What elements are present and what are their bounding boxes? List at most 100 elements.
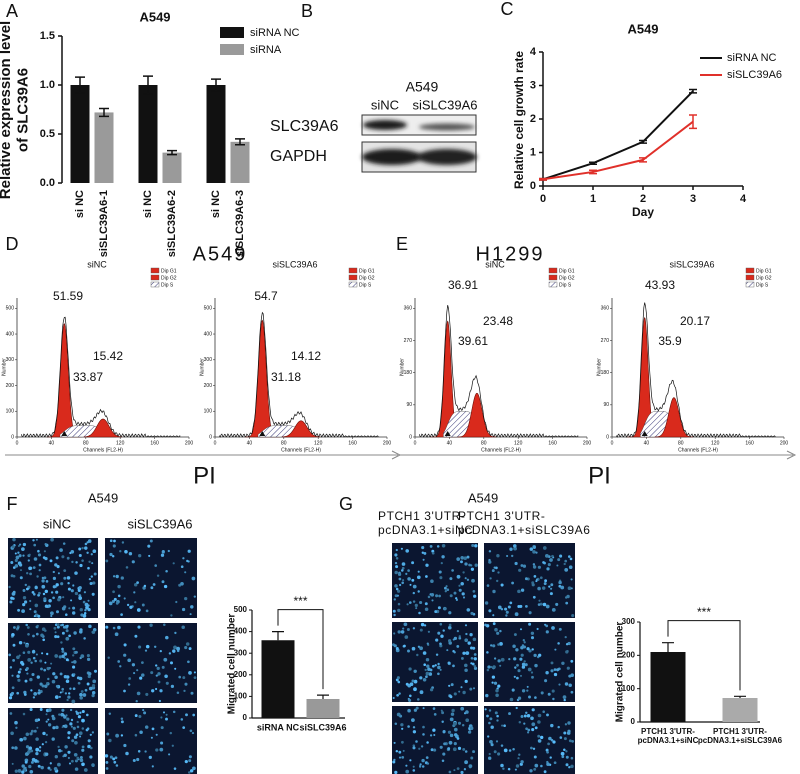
cell-nucleus [523, 660, 526, 663]
cell-nucleus [92, 581, 96, 585]
cell-nucleus [39, 708, 43, 711]
cell-nucleus [63, 715, 67, 719]
x-tick-label: 0 [414, 440, 417, 446]
blot-band [417, 149, 477, 165]
legend-label: Dip G2 [756, 275, 772, 281]
cell-nucleus [397, 589, 401, 593]
cell-nucleus [161, 549, 165, 554]
column-label: siSLC39A6 [127, 516, 192, 531]
plot-title: siNC [485, 259, 505, 269]
cell-nucleus [396, 712, 401, 717]
cell-nucleus [445, 585, 448, 588]
cell-nucleus [493, 750, 497, 754]
cell-nucleus [87, 607, 91, 612]
cell-nucleus [173, 645, 177, 650]
cell-nucleus [74, 740, 78, 745]
cell-nucleus [422, 678, 427, 682]
cell-nucleus [499, 664, 502, 667]
cell-nucleus [187, 660, 190, 664]
error-bar [639, 157, 647, 163]
cell-nucleus [32, 566, 36, 569]
cell-nucleus [63, 652, 68, 656]
chart-title: A549 [139, 9, 170, 24]
cell-nucleus [49, 762, 52, 765]
cell-nucleus [503, 748, 508, 753]
cell-nucleus [471, 543, 475, 548]
column-label: PTCH1 3'UTR-pcDNA3.1+siNC [378, 509, 474, 537]
cell-nucleus [407, 569, 410, 572]
legend-swatch [745, 281, 755, 288]
micrograph [392, 543, 478, 618]
cell-nucleus [178, 675, 182, 679]
cell-nucleus [455, 597, 458, 600]
cell-nucleus [78, 596, 83, 600]
cell-nucleus [411, 578, 415, 582]
cell-nucleus [113, 760, 117, 764]
cell-nucleus [424, 602, 428, 606]
cell-nucleus [184, 682, 188, 686]
cell-nucleus [161, 665, 165, 669]
y-axis-label: Relative cell growth rate [512, 51, 526, 189]
y-axis-label: Migrated cell number [615, 622, 626, 723]
y-tick-label: 270 [601, 338, 610, 344]
cell-nucleus [70, 599, 73, 602]
bar [306, 698, 340, 718]
cell-nucleus [421, 765, 425, 768]
cell-nucleus [49, 559, 53, 563]
cell-nucleus [191, 732, 195, 735]
cell-nucleus [558, 580, 562, 585]
g2-peak [654, 397, 694, 438]
cell-nucleus [88, 560, 91, 563]
cell-nucleus [159, 747, 164, 752]
cell-nucleus [83, 637, 86, 640]
cell-nucleus [519, 762, 523, 766]
cell-nucleus [47, 718, 50, 721]
histogram-outline [616, 302, 776, 438]
cell-nucleus [570, 587, 573, 590]
cell-nucleus [508, 749, 512, 752]
panel-title: A549 [468, 490, 498, 505]
cell-nucleus [73, 752, 78, 757]
bar [94, 112, 114, 183]
cell-nucleus [487, 756, 492, 760]
cell-nucleus [409, 694, 412, 698]
cell-nucleus [447, 730, 452, 734]
cell-nucleus [108, 738, 112, 743]
cell-nucleus [33, 615, 36, 618]
cell-nucleus [556, 668, 560, 672]
cell-nucleus [438, 594, 441, 598]
cell-nucleus [173, 767, 177, 770]
cell-nucleus [405, 764, 408, 767]
cell-nucleus [121, 541, 125, 544]
cell-nucleus [509, 547, 513, 551]
cell-nucleus [398, 692, 401, 695]
cell-nucleus [526, 713, 531, 718]
cell-nucleus [547, 742, 550, 746]
cell-nucleus [11, 633, 15, 637]
cell-nucleus [422, 725, 425, 729]
cell-nucleus [545, 748, 549, 752]
cell-nucleus [26, 587, 29, 591]
blot-title: A549 [406, 79, 439, 95]
significance-label: *** [697, 605, 711, 619]
cell-nucleus [66, 698, 69, 702]
cell-nucleus [421, 546, 425, 550]
blot-band [362, 149, 422, 165]
cell-nucleus [104, 754, 109, 758]
cell-nucleus [44, 542, 47, 546]
cell-nucleus [511, 688, 515, 692]
cell-nucleus [565, 601, 569, 605]
cell-nucleus [169, 731, 173, 735]
cell-nucleus [61, 690, 64, 693]
cell-nucleus [520, 653, 524, 657]
cell-nucleus [556, 564, 559, 567]
y-tick-label: 500 [204, 306, 213, 312]
cell-nucleus [82, 600, 86, 604]
cell-nucleus [569, 557, 573, 561]
cell-nucleus [27, 750, 31, 754]
cell-nucleus [87, 604, 90, 607]
cell-nucleus [415, 740, 418, 743]
cell-nucleus [511, 554, 514, 558]
cell-nucleus [509, 697, 514, 702]
cell-nucleus [54, 695, 59, 699]
